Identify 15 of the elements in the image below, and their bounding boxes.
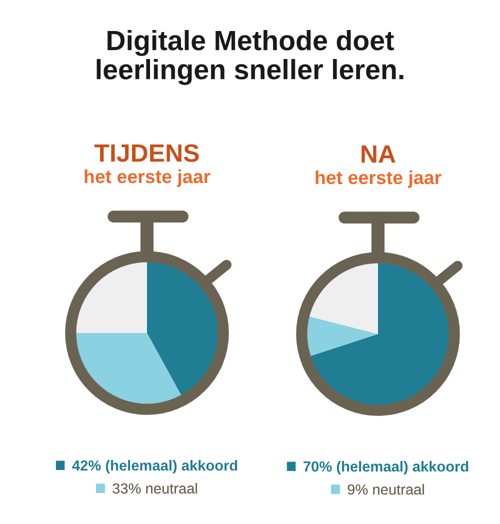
text: Digitale Methode doet leerlingen sneller leren.: [96, 30, 404, 86]
chart-subtitle: het eerste jaar: [84, 169, 210, 187]
legend-label: 42% (helemaal) akkoord: [72, 460, 238, 474]
legend-label: 70% (helemaal) akkoord: [304, 460, 468, 475]
chart-title: TIJDENS: [94, 144, 199, 162]
pie-slice: [147, 262, 218, 396]
pie-slice: [307, 316, 378, 356]
chart-subtitle: het eerste jaar: [316, 170, 442, 188]
pie-slice: [310, 263, 449, 405]
legend-label: 33% neutraal: [112, 482, 198, 494]
pie-slice: [309, 263, 378, 334]
chart-title: NA: [362, 145, 396, 163]
legend-label: 9% neutraal: [348, 484, 424, 495]
pie-slice: [76, 333, 182, 404]
pie-slice: [76, 262, 147, 333]
